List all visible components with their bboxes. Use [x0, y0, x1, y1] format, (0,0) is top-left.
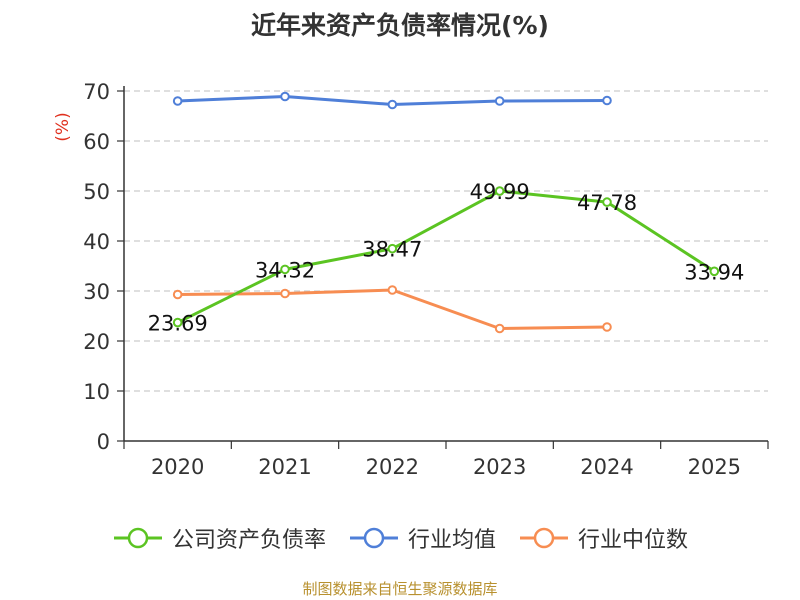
y-tick-label: 30	[83, 280, 110, 304]
y-tick-label: 10	[83, 380, 110, 404]
series-point-2	[602, 322, 612, 332]
series-line-2	[177, 288, 608, 330]
legend-marker-icon	[520, 527, 568, 549]
series-point-2	[172, 289, 183, 300]
series-point-0	[602, 197, 612, 207]
source-note: 制图数据来自恒生聚源数据库	[302, 580, 498, 598]
chart-title: 近年来资产负债率情况(%)	[251, 11, 549, 40]
x-tick-label: 2021	[258, 455, 311, 479]
legend-item[interactable]: 行业均值	[348, 522, 496, 554]
legend-label: 公司资产负债率	[171, 528, 326, 553]
y-axis-label: (%)	[53, 112, 73, 141]
x-tick-label: 2020	[151, 455, 204, 479]
series-point-1	[602, 95, 612, 106]
legend-marker-icon	[349, 527, 398, 549]
series-point-2	[280, 288, 290, 299]
series-point-2	[387, 285, 398, 295]
y-tick-label: 50	[83, 180, 110, 204]
data-label: 23.69	[148, 312, 208, 336]
data-label: 38.47	[362, 238, 422, 262]
x-tick-label: 2023	[473, 455, 526, 479]
x-tick-label: 2022	[366, 455, 419, 479]
legend-marker-icon	[113, 527, 162, 549]
legend-item[interactable]: 行业中位数	[518, 522, 688, 554]
x-tick-label: 2025	[688, 455, 741, 479]
data-label: 33.94	[684, 260, 744, 284]
series-point-0	[709, 266, 720, 277]
series-point-0	[172, 317, 183, 328]
series-point-1	[494, 96, 505, 106]
data-label: 34.32	[255, 258, 315, 282]
x-tick-label: 2024	[580, 455, 633, 479]
data-label: 49.99	[470, 180, 530, 204]
series-point-1	[280, 91, 290, 102]
series-point-0	[280, 264, 290, 275]
y-tick-label: 40	[83, 230, 110, 254]
series-point-0	[494, 186, 505, 196]
legend: 公司资产负债率 行业均值 行业中位数	[0, 520, 800, 556]
legend-item[interactable]: 公司资产负债率	[112, 522, 326, 554]
y-tick-label: 60	[83, 130, 110, 154]
legend-label: 行业中位数	[578, 528, 689, 553]
data-label: 47.78	[577, 191, 637, 215]
series-point-2	[494, 323, 505, 334]
series-line-0	[177, 189, 716, 324]
series-point-0	[387, 243, 398, 254]
series-point-1	[387, 99, 398, 110]
y-tick-label: 70	[83, 80, 110, 104]
y-tick-label: 0	[97, 430, 110, 454]
y-tick-label: 20	[83, 330, 110, 354]
series-point-1	[172, 96, 183, 106]
legend-label: 行业均值	[407, 528, 496, 553]
